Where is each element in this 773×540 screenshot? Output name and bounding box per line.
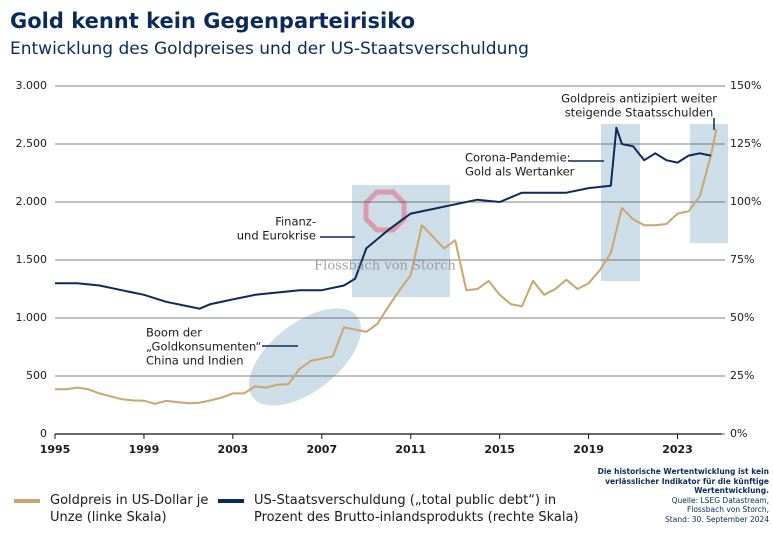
highlight-box bbox=[690, 124, 728, 243]
annotation: Finanz- bbox=[275, 215, 316, 229]
x-tick-label: 1999 bbox=[129, 443, 160, 456]
data-line bbox=[55, 126, 712, 310]
y-tick-label: 2.000 bbox=[16, 195, 48, 208]
x-tick-label: 2023 bbox=[662, 443, 693, 456]
annotation: China und Indien bbox=[146, 354, 244, 368]
highlight-box bbox=[601, 124, 640, 281]
legend-swatch bbox=[218, 499, 244, 503]
annotation: Goldpreis antizipiert weiter bbox=[561, 92, 717, 106]
y-tick-label: 3.000 bbox=[16, 79, 48, 92]
note-line: Die historische Wertentwicklung ist kein bbox=[597, 467, 769, 476]
chart-title: Gold kennt kein Gegenparteirisiko bbox=[10, 9, 415, 33]
annotation: und Eurokrise bbox=[237, 229, 316, 243]
y2-tick-label: 50% bbox=[730, 311, 754, 324]
y-tick-label: 2.500 bbox=[16, 137, 48, 150]
note-line: Quelle: LSEG Datastream, bbox=[671, 495, 769, 505]
data-line bbox=[55, 128, 718, 405]
x-tick-label: 2007 bbox=[306, 443, 337, 456]
x-tick-label: 2011 bbox=[395, 443, 426, 456]
y2-tick-label: 150% bbox=[730, 79, 761, 92]
highlight-ellipse bbox=[248, 308, 362, 406]
legend-label: US-Staatsverschuldung („total public deb… bbox=[254, 493, 579, 525]
note-line: verlässlicher Indikator für die künftige bbox=[605, 476, 769, 486]
watermark: Flossbach von Storch bbox=[314, 259, 456, 274]
y2-tick-label: 0% bbox=[730, 427, 747, 440]
y-tick-label: 1.000 bbox=[16, 311, 48, 324]
y2-tick-label: 125% bbox=[730, 137, 761, 150]
legend-item: US-Staatsverschuldung („total public deb… bbox=[218, 492, 588, 526]
legend-item: Goldpreis in US-Dollar je Unze (linke Sk… bbox=[14, 492, 214, 526]
annotation: Boom der bbox=[146, 326, 202, 340]
annotation: Gold als Wertanker bbox=[465, 165, 575, 179]
y2-tick-label: 75% bbox=[730, 253, 754, 266]
y-tick-label: 500 bbox=[26, 369, 47, 382]
y-tick-label: 1.500 bbox=[16, 253, 48, 266]
x-tick-label: 2019 bbox=[573, 443, 604, 456]
y2-tick-label: 25% bbox=[730, 369, 754, 382]
y-tick-label: 0 bbox=[40, 427, 47, 440]
annotation: steigende Staatsschulden bbox=[565, 106, 714, 120]
highlights bbox=[248, 124, 728, 406]
x-tick-label: 2003 bbox=[218, 443, 249, 456]
logo bbox=[363, 189, 407, 233]
annotation: „Goldkonsumenten“ bbox=[146, 340, 261, 354]
source-note: Die historische Wertentwicklung ist kein… bbox=[598, 467, 769, 524]
legend-label: Goldpreis in US-Dollar je Unze (linke Sk… bbox=[50, 493, 209, 525]
annotation: Corona-Pandemie: bbox=[465, 151, 571, 165]
x-tick-label: 2015 bbox=[484, 443, 515, 456]
y2-tick-label: 100% bbox=[730, 195, 761, 208]
chart-subtitle: Entwicklung des Goldpreises und der US-S… bbox=[10, 39, 529, 59]
note-line: Stand: 30. September 2024 bbox=[665, 514, 769, 524]
x-tick-label: 1995 bbox=[40, 443, 71, 456]
chart: Gold kennt kein Gegenparteirisiko Entwic… bbox=[10, 9, 761, 456]
note-line: Flossbach von Storch, bbox=[686, 505, 769, 514]
legend-swatch bbox=[14, 499, 40, 503]
note-line: Wertentwicklung. bbox=[694, 486, 769, 495]
